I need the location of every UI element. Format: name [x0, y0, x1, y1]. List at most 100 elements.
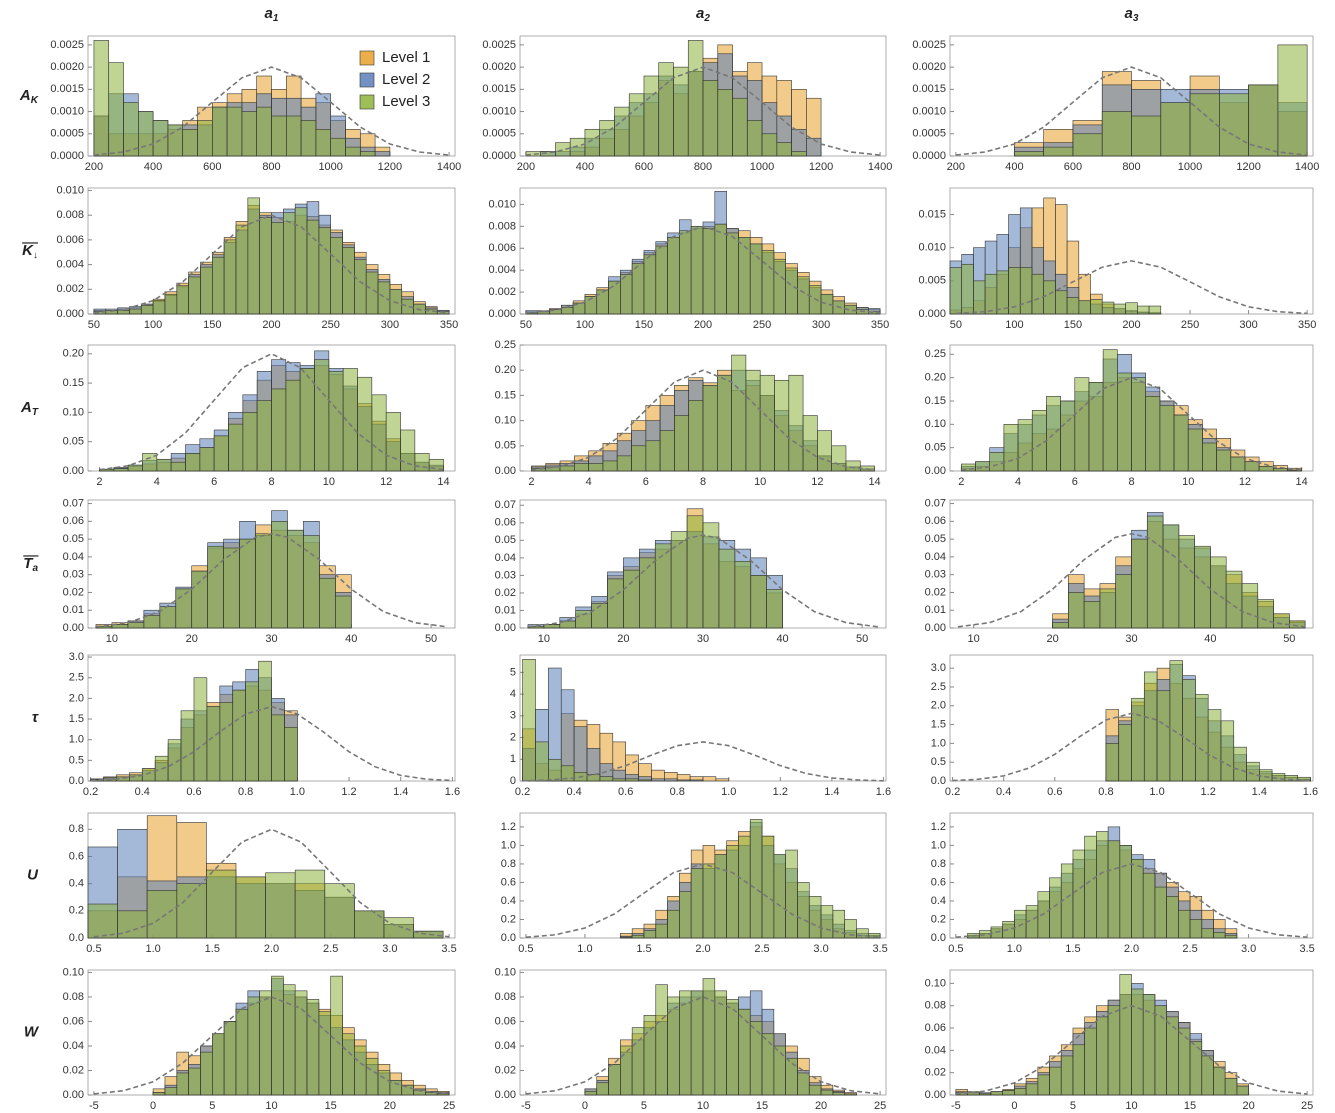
- x-tick-label: 20: [186, 633, 198, 645]
- bar: [232, 689, 246, 782]
- bar: [1107, 840, 1121, 939]
- legend-label: Level 1: [382, 49, 430, 66]
- bar: [87, 903, 118, 939]
- bar: [365, 1057, 379, 1096]
- bar: [575, 610, 592, 629]
- x-tick-label: 10: [106, 633, 118, 645]
- bar: [1148, 305, 1162, 315]
- y-tick-label: 0.8: [501, 858, 516, 870]
- bar: [620, 274, 633, 315]
- y-tick-label: 0.00: [63, 1089, 84, 1101]
- x-tick-label: 1400: [437, 161, 461, 173]
- bar: [961, 263, 974, 315]
- x-tick-label: 2: [96, 476, 102, 488]
- bar: [207, 545, 224, 629]
- bar: [328, 371, 344, 472]
- bar: [200, 1051, 213, 1096]
- label-main: K: [22, 242, 34, 259]
- x-tick-label: 800: [262, 161, 280, 173]
- bar: [608, 280, 621, 315]
- x-tick-label: 40: [776, 633, 788, 645]
- x-tick-label: 0.6: [618, 786, 633, 798]
- x-tick-label: 0: [150, 1100, 156, 1112]
- bar: [1201, 1055, 1214, 1096]
- bar: [283, 984, 296, 1096]
- y-tick-label: 2.0: [931, 700, 946, 712]
- bar: [651, 778, 665, 782]
- bar: [978, 1093, 992, 1096]
- bar: [1246, 761, 1260, 782]
- bar: [1003, 424, 1019, 472]
- bar: [715, 778, 730, 782]
- x-tick-label: 10: [697, 1100, 709, 1112]
- x-tick-label: 1200: [809, 161, 833, 173]
- y-tick-label: 0.0000: [482, 150, 516, 162]
- bar: [374, 151, 391, 157]
- y-tick-label: 0.6: [69, 850, 84, 862]
- bar: [1159, 405, 1175, 472]
- x-tick-label: 400: [1005, 161, 1023, 173]
- bar: [791, 151, 807, 157]
- legend-label: Level 3: [382, 93, 430, 110]
- y-tick-label: 0.04: [495, 552, 516, 564]
- bar: [654, 543, 672, 629]
- y-tick-label: 0.010: [56, 184, 84, 196]
- x-tick-label: 200: [517, 161, 535, 173]
- label-sub: ↓: [33, 250, 38, 261]
- bar: [127, 622, 145, 629]
- bar: [612, 778, 626, 782]
- x-tick-label: 300: [1239, 319, 1257, 331]
- bar: [185, 453, 201, 472]
- bar: [806, 137, 822, 157]
- bar: [428, 458, 444, 472]
- bar: [235, 876, 266, 939]
- bar: [655, 984, 668, 1096]
- y-tick-label: 0.0010: [50, 105, 84, 117]
- bar: [219, 702, 234, 782]
- bar: [140, 305, 154, 315]
- bar: [1154, 1005, 1167, 1096]
- bar: [670, 531, 688, 629]
- bar: [726, 999, 739, 1096]
- x-tick-label: 2.5: [1182, 943, 1197, 955]
- x-tick-label: 8: [700, 476, 706, 488]
- bar: [212, 256, 225, 315]
- bar: [967, 1092, 980, 1096]
- x-tick-label: 6: [1072, 476, 1078, 488]
- y-tick-label: 0.00: [495, 465, 516, 477]
- bar: [745, 369, 761, 472]
- bar: [679, 230, 692, 315]
- y-tick-label: 0.07: [925, 497, 946, 509]
- x-tick-label: -5: [521, 1100, 531, 1112]
- x-tick-label: 25: [874, 1100, 886, 1112]
- bar: [93, 40, 110, 157]
- y-tick-label: 2.5: [931, 681, 946, 693]
- legend-label: Level 2: [382, 71, 430, 88]
- label-main: T: [23, 555, 34, 572]
- y-tick-label: 0.03: [63, 569, 84, 581]
- y-tick-label: 0.05: [63, 436, 84, 448]
- x-tick-label: 400: [144, 161, 162, 173]
- y-tick-label: 0.02: [925, 1067, 946, 1079]
- x-tick-label: 1.4: [393, 786, 408, 798]
- bar: [785, 1057, 798, 1096]
- y-tick-label: 0.04: [925, 1044, 946, 1056]
- bar: [167, 124, 184, 157]
- reference-curve: [93, 996, 450, 1095]
- x-tick-label: 100: [144, 319, 162, 331]
- x-tick-label: 5: [641, 1100, 647, 1112]
- y-tick-label: 0.06: [63, 1015, 84, 1027]
- bar: [235, 1008, 249, 1096]
- x-tick-label: 0.4: [566, 786, 581, 798]
- bar: [1169, 660, 1183, 782]
- y-tick-label: 3.0: [931, 662, 946, 674]
- x-tick-label: 0.8: [238, 786, 253, 798]
- x-tick-label: 0.2: [945, 786, 960, 798]
- bar: [318, 1011, 331, 1096]
- x-tick-label: 300: [812, 319, 830, 331]
- bar: [1207, 709, 1222, 782]
- bar: [761, 1033, 775, 1096]
- x-tick-label: 10: [754, 476, 766, 488]
- bar: [271, 388, 287, 472]
- reference-curve: [952, 712, 1311, 782]
